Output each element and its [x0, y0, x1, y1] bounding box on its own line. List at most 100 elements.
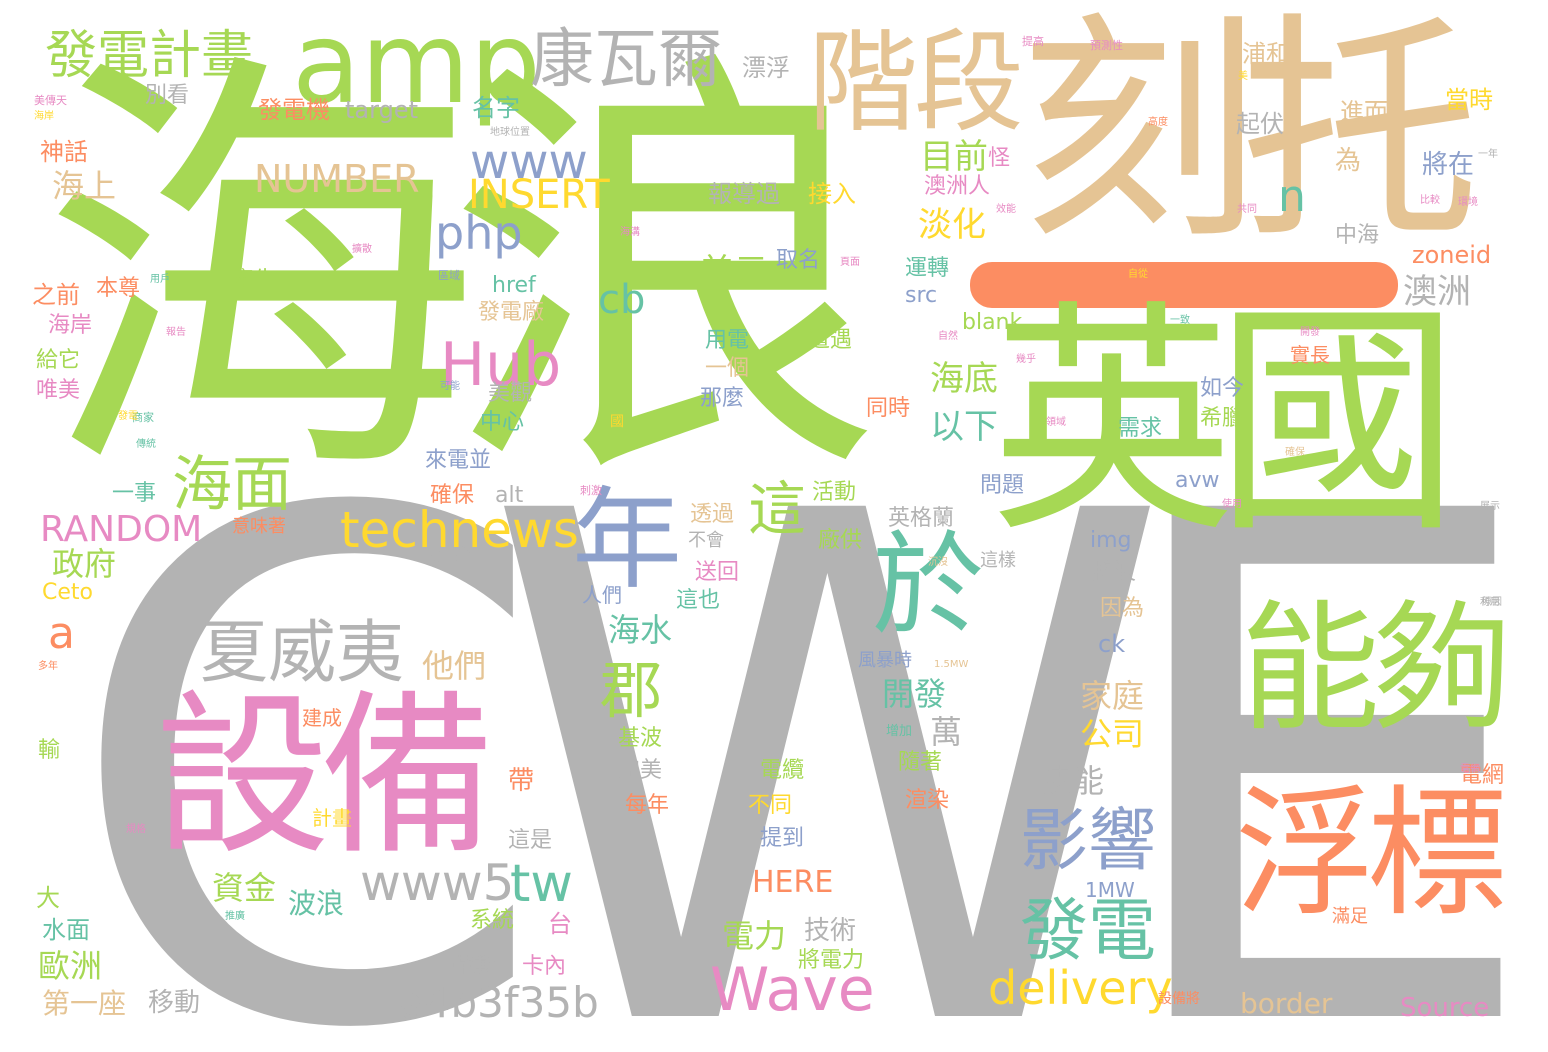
word-href: href	[492, 273, 536, 298]
word-queba: 確保	[430, 483, 475, 508]
tiny-word: 美	[1238, 71, 1248, 82]
word-nian: 年	[572, 476, 682, 604]
tiny-word: 確保	[1285, 447, 1305, 458]
word-delivery: delivery	[988, 961, 1173, 1015]
word-guai: 怪	[988, 146, 1011, 171]
word-jieduan: 階段	[808, 19, 1024, 147]
word-jiangzai: 將在	[1422, 150, 1475, 180]
tiny-word: 海溝	[620, 227, 640, 238]
tiny-word: 幾乎	[1016, 354, 1036, 365]
tiny-word: 自從	[1128, 269, 1148, 280]
word-cwe: CWE	[62, 367, 1545, 1052]
word-jiating: 家庭	[1080, 677, 1145, 715]
word-yidong: 移動	[148, 988, 201, 1018]
tiny-word: 商家	[132, 411, 154, 424]
word-fadianji: 發電機	[258, 96, 330, 124]
word-yu: 於	[872, 521, 984, 651]
word-amp: amp	[292, 0, 541, 129]
word-a4b3f35b: a4b3f35b	[398, 978, 599, 1027]
word-wei: 為	[1335, 146, 1362, 176]
word-zhongxin: 中心	[480, 410, 525, 435]
word-shenhua: 神話	[40, 138, 88, 166]
word-jun: 郡	[600, 654, 663, 727]
word-shuimian: 水面	[42, 916, 90, 944]
tiny-word: 海岸	[34, 111, 54, 122]
tiny-word: 設備將	[1158, 991, 1200, 1007]
word-mingzi: 名字	[472, 94, 520, 122]
word-xuqiu: 需求	[1118, 416, 1163, 441]
word-da: 大	[36, 884, 60, 912]
tiny-word: 自然	[938, 331, 958, 342]
word-suizhe: 隨著	[898, 750, 943, 775]
tiny-word: 環境	[1458, 197, 1478, 208]
word-wan: 萬	[930, 713, 963, 751]
word-meiguan: 美觀	[488, 381, 533, 406]
word-tidao: 提到	[760, 826, 805, 851]
tiny-word: 多年	[38, 661, 58, 672]
word-hailang: 海浪	[40, 19, 885, 531]
word-img: img	[1090, 528, 1132, 553]
tiny-word: 用戶	[150, 274, 170, 285]
tiny-word: 頁面	[840, 257, 860, 268]
word-buhui: 不會	[688, 530, 724, 551]
word-laidianbing: 來電並	[425, 448, 492, 473]
word-technews: technews	[340, 501, 579, 559]
word-fubiao: 浮標	[1235, 773, 1507, 936]
tiny-word: 報告	[166, 327, 186, 338]
word-tai: 台	[548, 910, 572, 938]
word-daidong: 帶動	[452, 954, 497, 979]
word-jihua: 計畫	[312, 806, 352, 830]
word-src: src	[905, 283, 938, 308]
tiny-word: 1.5MW	[934, 659, 969, 670]
word-tamen: 他們	[422, 647, 487, 685]
word-zijin: 資金	[212, 869, 277, 907]
word-dibikai: 地避開	[655, 106, 727, 134]
word-php: php	[435, 206, 523, 260]
word-target: target	[345, 96, 418, 124]
word-benzun: 本尊	[96, 276, 141, 301]
word-ck: ck	[1098, 630, 1126, 658]
word-huodong: 活動	[812, 480, 857, 505]
highlight-bar	[970, 262, 1398, 308]
tiny-word: 推廣	[225, 911, 245, 922]
tiny-word: 高度	[1148, 117, 1168, 128]
word-biekan: 別看	[145, 83, 190, 108]
word-puhe: 浦和	[1242, 40, 1290, 68]
word-wave: Wave	[710, 955, 875, 1025]
word-kangwaer: 康瓦爾	[530, 23, 722, 97]
word-jiangbo: 將波	[1092, 560, 1137, 585]
word-wanmei: 完美	[618, 758, 663, 783]
word-avw: avw	[1175, 468, 1220, 493]
word-tw: tw	[510, 854, 573, 914]
word-yinwei: 因為	[1100, 596, 1145, 621]
word-here: HERE	[752, 865, 834, 900]
word-jiner: 進而	[1340, 98, 1388, 126]
word-qifu: 起伏	[1236, 110, 1284, 138]
word-www5: www5	[360, 854, 515, 912]
word-yingxiang: 影響	[1020, 802, 1157, 881]
word-shuchu: 輸	[38, 738, 61, 763]
word-zhengfu: 政府	[52, 545, 117, 583]
word-alt: alt	[495, 483, 524, 508]
word-haishang: 海上	[52, 167, 117, 205]
word-changgong: 廠供	[818, 528, 863, 553]
tiny-word: 一年	[1478, 149, 1498, 160]
word-shizhang: 實長	[1290, 343, 1330, 367]
word-n: n	[1278, 171, 1306, 222]
word-touguo: 透過	[690, 502, 735, 527]
word-yiweizhe: 意味著	[232, 516, 286, 537]
word-zhe: 這	[748, 475, 807, 543]
word-zaoyu: 遭遇	[808, 328, 853, 353]
word-dianli: 電力	[722, 917, 787, 955]
word-yongdian: 用電	[705, 328, 750, 353]
word-zhonghai: 中海	[1335, 223, 1380, 248]
tiny-word: 電網	[1460, 764, 1480, 775]
word-dianlan: 電纜	[760, 758, 805, 783]
word-zheye: 這也	[676, 588, 721, 613]
word-geita: 給它	[36, 348, 81, 373]
word-meiyuan: 美元	[700, 252, 768, 292]
tiny-word: 傳統	[136, 439, 156, 450]
word-aozhouren: 澳洲人	[924, 174, 991, 199]
word-cb: cb	[598, 277, 646, 323]
